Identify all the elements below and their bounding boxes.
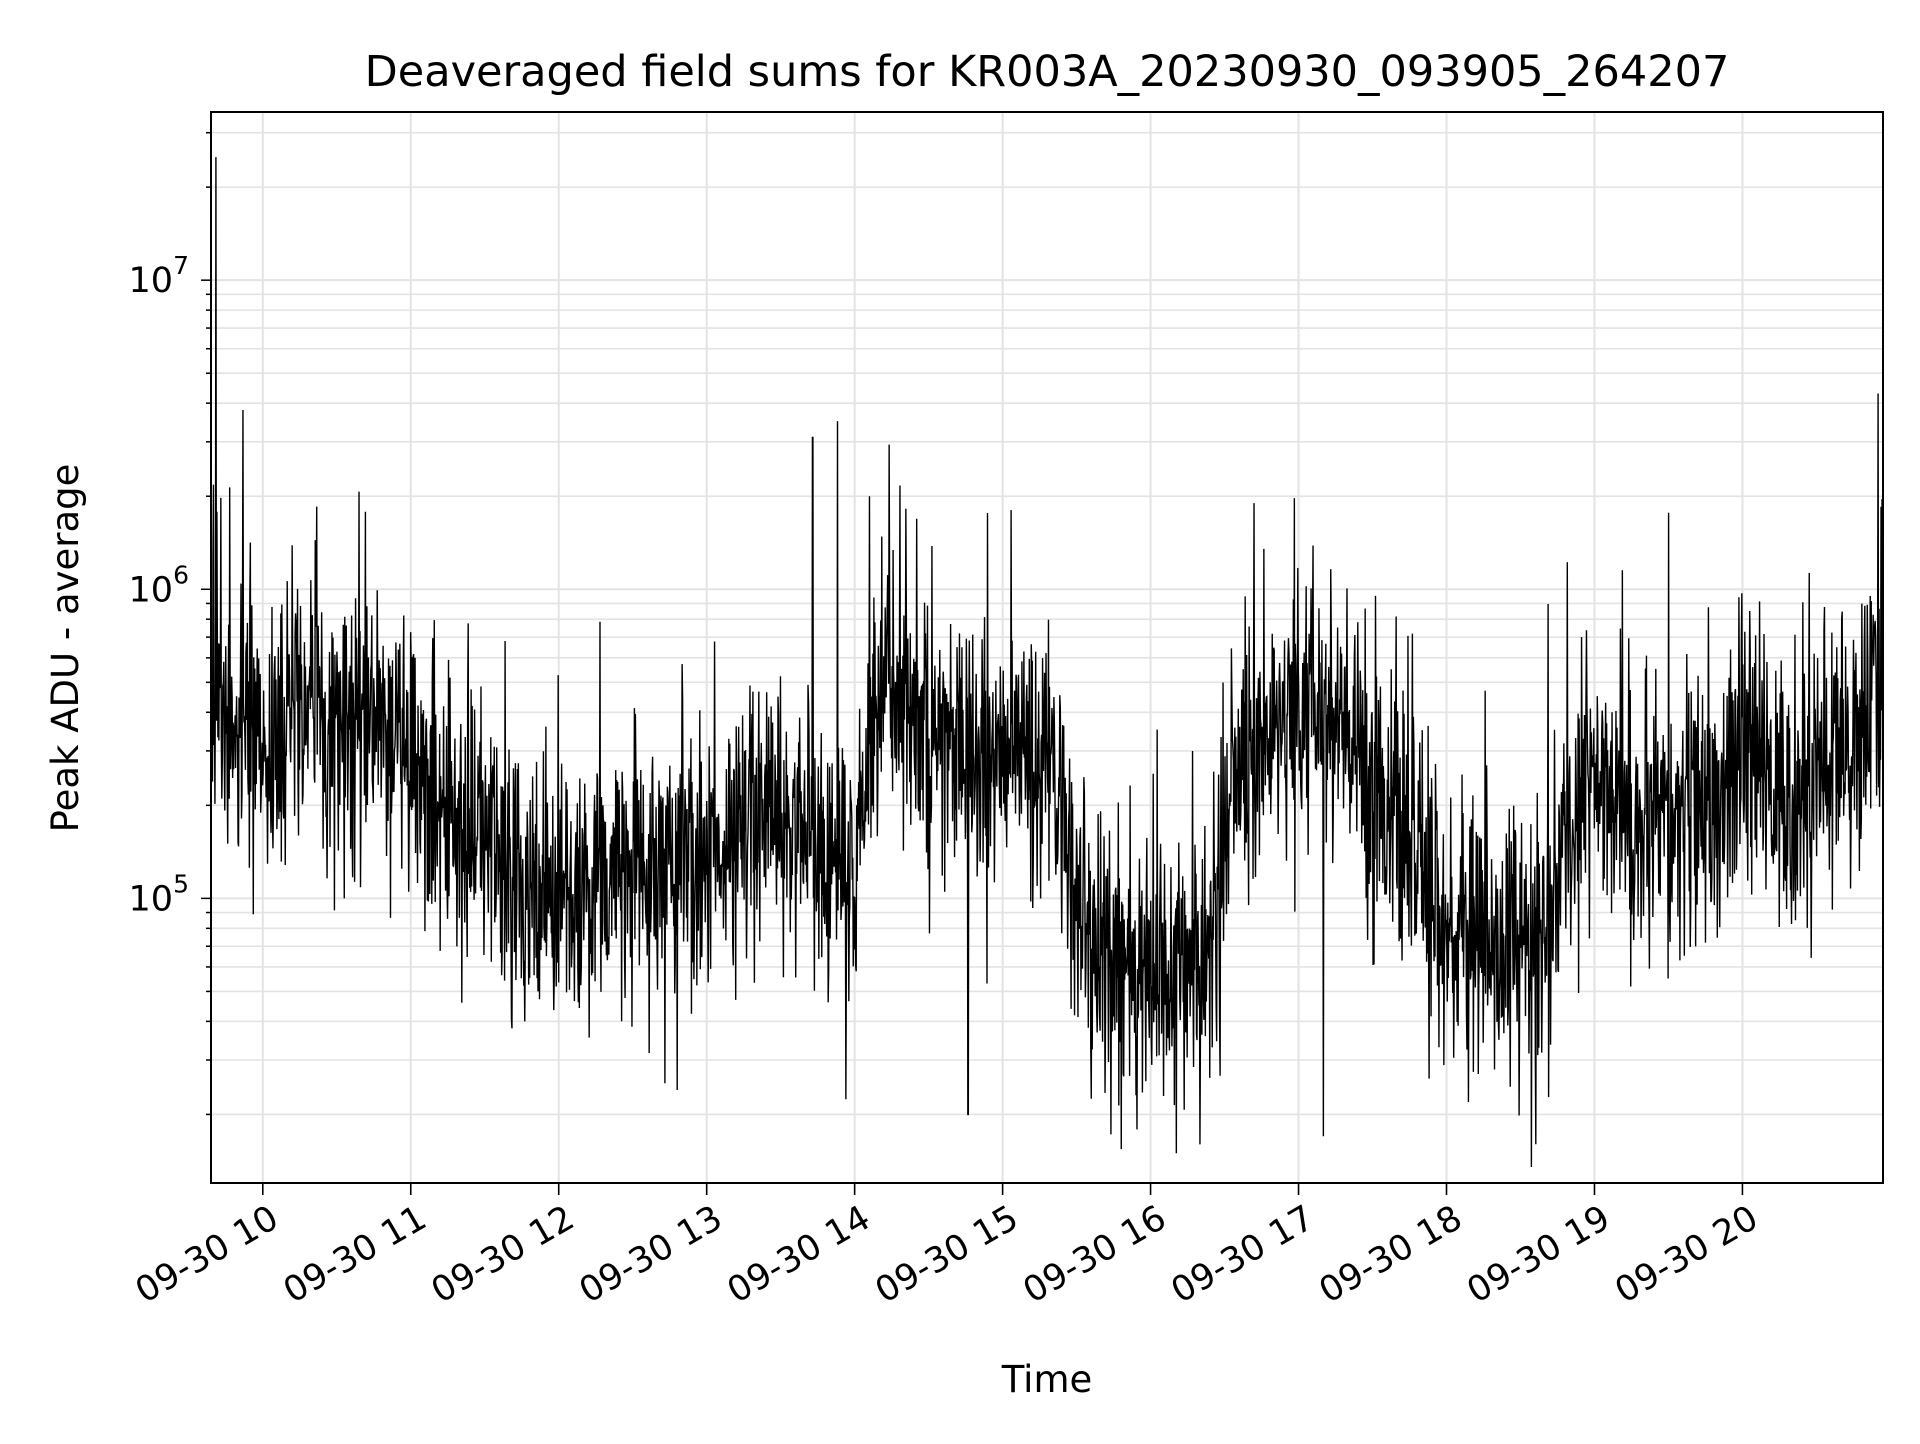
y-tick-label: 10: [128, 879, 173, 919]
x-axis-label: Time: [1001, 1358, 1093, 1401]
y-tick-base: 10: [128, 570, 173, 610]
y-tick-exponent: 7: [173, 251, 189, 280]
y-tick-exponent: 6: [173, 560, 189, 589]
plot-area: [211, 157, 1883, 1167]
series-line: [211, 157, 1883, 1167]
y-tick-base: 10: [128, 261, 173, 301]
y-tick-label: 10: [128, 261, 173, 301]
chart-title: Deaveraged field sums for KR003A_2023093…: [365, 47, 1730, 97]
plot-frame: [210, 111, 1884, 1184]
y-tick-base: 10: [128, 879, 173, 919]
y-axis-label: Peak ADU - average: [44, 464, 87, 833]
y-tick-label: 10: [128, 570, 173, 610]
y-tick-exponent: 5: [173, 869, 189, 898]
